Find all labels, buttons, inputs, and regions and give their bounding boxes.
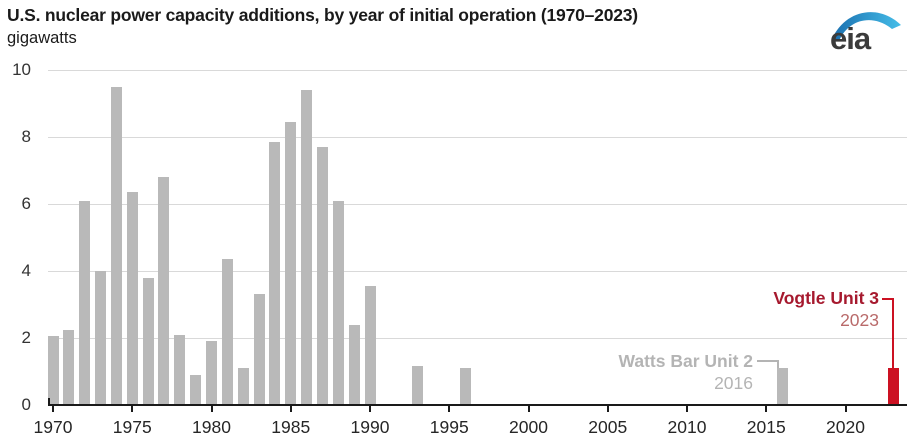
bar-1974 <box>110 86 122 405</box>
bar-1985 <box>285 121 297 405</box>
bar-1981 <box>221 259 233 405</box>
bar-1986 <box>301 90 313 405</box>
x-tick-2010 <box>686 406 688 412</box>
annotation-connector-horizontal-1 <box>882 298 895 300</box>
x-tick-1995 <box>448 406 451 412</box>
annotation-watts-bar-year: 2016 <box>714 373 753 393</box>
x-tick-label-1995: 1995 <box>429 417 469 437</box>
bar-1996 <box>459 368 471 405</box>
annotation-vogtle-year: 2023 <box>840 310 879 330</box>
bar-1979 <box>190 374 202 405</box>
bar-1976 <box>142 277 154 405</box>
bar-1983 <box>253 294 265 405</box>
y-tick-label-6: 6 <box>21 194 31 213</box>
chart-units-label: gigawatts <box>7 29 77 47</box>
eia-swoosh-icon <box>832 12 901 41</box>
x-tick-1980 <box>210 406 213 412</box>
x-tick-label-2005: 2005 <box>588 417 628 437</box>
gridline-6 <box>48 203 907 205</box>
x-tick-label-2015: 2015 <box>746 417 786 437</box>
x-axis-line <box>48 404 907 406</box>
bar-1977 <box>158 177 170 405</box>
x-tick-1975 <box>131 406 134 412</box>
bar-1971 <box>63 329 75 405</box>
bar-1989 <box>348 324 360 405</box>
x-tick-label-1980: 1980 <box>192 417 231 437</box>
bar-1975 <box>126 192 138 405</box>
x-tick-2020 <box>844 406 847 412</box>
x-tick-label-1985: 1985 <box>271 417 311 437</box>
chart-title: U.S. nuclear power capacity additions, b… <box>7 5 638 25</box>
bar-1988 <box>332 200 344 405</box>
x-tick-label-2020: 2020 <box>826 417 865 437</box>
bar-1980 <box>206 341 217 405</box>
bar-1973 <box>95 271 107 405</box>
annotation-vogtle-label: Vogtle Unit 3 <box>773 288 879 308</box>
x-tick-label-1970: 1970 <box>33 417 73 437</box>
bar-1982 <box>237 368 249 405</box>
x-tick-1970 <box>52 406 54 412</box>
gridline-4 <box>48 270 907 272</box>
x-tick-label-1975: 1975 <box>112 417 152 437</box>
annotation-connector-vertical-1 <box>892 298 895 369</box>
x-tick-2000 <box>527 406 530 412</box>
x-tick-2015 <box>765 406 768 412</box>
bar-1984 <box>269 142 281 405</box>
eia-logo: eia <box>830 2 906 56</box>
gridline-10 <box>48 69 907 71</box>
bar-2016 <box>776 368 788 405</box>
x-axis-left-cap <box>48 398 50 405</box>
bar-1978 <box>174 334 186 405</box>
gridline-2 <box>48 337 907 339</box>
y-tick-label-0: 0 <box>21 395 31 414</box>
gridline-8 <box>48 136 907 138</box>
x-tick-label-1990: 1990 <box>350 417 390 437</box>
eia-logo-svg: eia <box>830 12 901 56</box>
y-tick-label-10: 10 <box>12 60 31 79</box>
x-tick-1990 <box>369 406 371 412</box>
bar-1987 <box>316 147 328 405</box>
x-tick-2005 <box>606 406 609 412</box>
annotation-watts-bar-label: Watts Bar Unit 2 <box>618 351 753 371</box>
bar-1990 <box>364 286 376 405</box>
bar-2023 <box>887 368 899 405</box>
annotation-connector-vertical-0 <box>776 360 779 369</box>
y-tick-label-4: 4 <box>21 261 31 280</box>
annotation-connector-horizontal-0 <box>757 360 779 362</box>
bar-1970 <box>47 336 59 405</box>
x-tick-label-2010: 2010 <box>667 417 707 437</box>
y-tick-label-8: 8 <box>21 127 31 146</box>
eia-wordmark: eia <box>830 21 872 54</box>
bar-1993 <box>412 366 424 405</box>
x-tick-label-2000: 2000 <box>509 417 548 437</box>
y-tick-label-2: 2 <box>21 328 31 347</box>
bar-1972 <box>79 200 91 405</box>
x-tick-1985 <box>289 406 292 412</box>
